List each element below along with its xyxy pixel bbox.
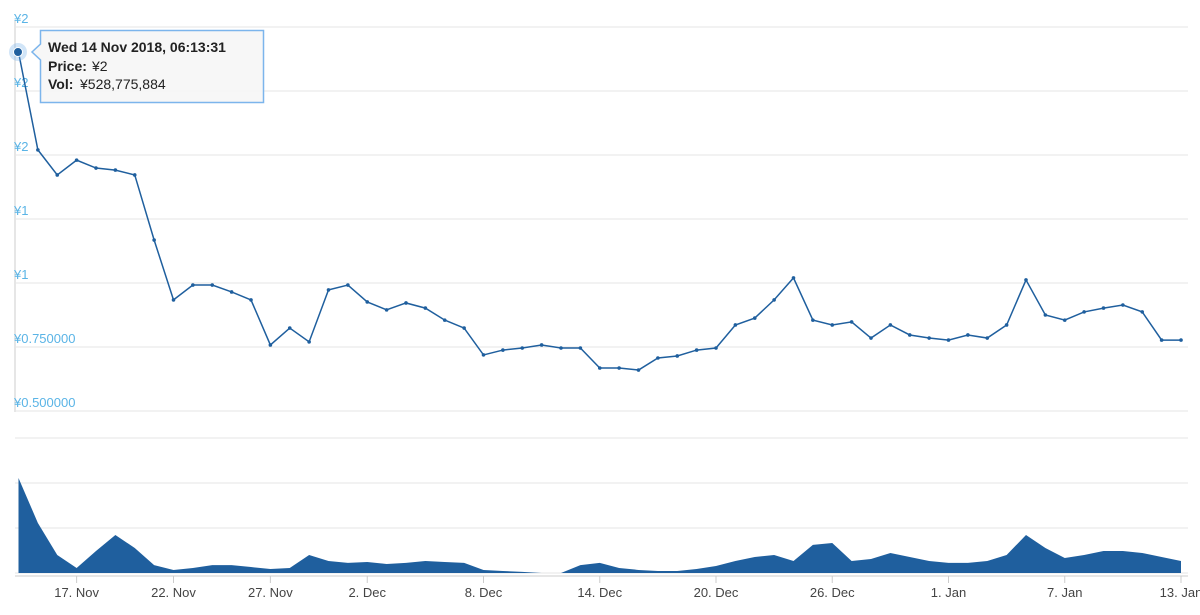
x-tick-label: 17. Nov — [54, 585, 99, 600]
y-tick-label: ¥0.500000 — [13, 395, 75, 410]
tooltip-title: Wed 14 Nov 2018, 06:13:31 — [48, 39, 226, 55]
price-point — [791, 276, 796, 280]
price-point — [733, 323, 738, 327]
price-point — [326, 288, 331, 292]
y-tick-label: ¥0.750000 — [13, 331, 75, 346]
tooltip-price-label: Price: — [48, 58, 87, 74]
x-tick-label: 13. Jan — [1160, 585, 1200, 600]
tooltip-box — [30, 29, 265, 104]
price-point — [888, 323, 893, 327]
price-point — [559, 346, 563, 350]
price-point — [714, 346, 718, 350]
price-point — [249, 298, 253, 302]
tooltip-price: ¥2 — [91, 58, 108, 74]
price-point — [365, 300, 370, 304]
y-tick-label: ¥2 — [13, 139, 28, 154]
price-point — [617, 366, 621, 370]
price-point — [675, 354, 680, 358]
x-tick-label: 27. Nov — [248, 585, 293, 600]
price-point — [346, 283, 350, 287]
price-point — [1004, 323, 1009, 327]
price-point — [113, 168, 118, 172]
price-point — [171, 298, 176, 302]
price-point — [404, 301, 408, 305]
x-tick-label: 26. Dec — [810, 585, 855, 600]
price-point — [1140, 310, 1145, 314]
price-point — [946, 338, 951, 342]
price-point — [985, 336, 990, 340]
price-point — [94, 166, 98, 170]
price-point — [539, 343, 544, 347]
price-point — [307, 340, 311, 344]
price-point — [423, 306, 428, 310]
price-point — [752, 316, 757, 320]
price-point — [520, 346, 525, 350]
price-point — [132, 173, 137, 177]
price-point — [1043, 313, 1048, 317]
price-point — [462, 326, 466, 330]
price-point — [442, 318, 447, 322]
tooltip: Wed 14 Nov 2018, 06:13:31 Price: ¥2 Vol:… — [9, 29, 265, 104]
x-tick-label: 8. Dec — [465, 585, 503, 600]
tooltip-vol: ¥528,775,884 — [79, 76, 166, 92]
price-point — [152, 238, 156, 242]
x-tick-label: 22. Nov — [151, 585, 196, 600]
price-point — [1121, 303, 1125, 307]
price-point — [927, 336, 931, 340]
price-point — [1101, 306, 1106, 310]
tooltip-vol-label: Vol: — [48, 76, 73, 92]
price-point — [191, 283, 195, 287]
price-point — [501, 348, 505, 352]
price-point — [229, 290, 234, 294]
price-point — [74, 158, 79, 162]
price-point — [830, 323, 835, 327]
hover-point — [13, 47, 23, 57]
price-point — [55, 173, 60, 177]
price-point — [694, 348, 699, 352]
price-point — [1179, 338, 1183, 342]
price-point — [656, 356, 660, 360]
y-tick-label: ¥2 — [13, 11, 28, 26]
x-tick-label: 20. Dec — [694, 585, 739, 600]
price-point — [210, 283, 215, 287]
price-point — [966, 333, 970, 337]
price-point — [36, 148, 40, 152]
price-point — [1062, 318, 1067, 322]
plot-area: ¥2 ¥2 ¥2 ¥1 ¥1 ¥0.750000 ¥0.500000 17. Nov 22. N… — [13, 11, 1200, 600]
x-tick-label: 1. Jan — [931, 585, 966, 600]
x-tick-label: 7. Jan — [1047, 585, 1082, 600]
price-point — [869, 336, 873, 340]
price-point — [578, 346, 583, 350]
price-point — [811, 318, 815, 322]
price-point — [907, 333, 912, 337]
price-point — [1159, 338, 1164, 342]
price-point — [849, 320, 854, 324]
price-point — [772, 298, 776, 302]
price-point — [1082, 310, 1086, 314]
x-tick-label: 14. Dec — [577, 585, 622, 600]
price-point — [481, 353, 486, 357]
y-tick-label: ¥1 — [13, 203, 28, 218]
price-point — [287, 326, 292, 330]
price-point — [597, 366, 602, 370]
price-point — [384, 308, 389, 312]
price-point — [268, 343, 273, 347]
volume-area — [18, 477, 1181, 573]
x-tick-label: 2. Dec — [348, 585, 386, 600]
price-point — [636, 368, 641, 372]
price-point — [1024, 278, 1028, 282]
y-tick-label: ¥1 — [13, 267, 28, 282]
